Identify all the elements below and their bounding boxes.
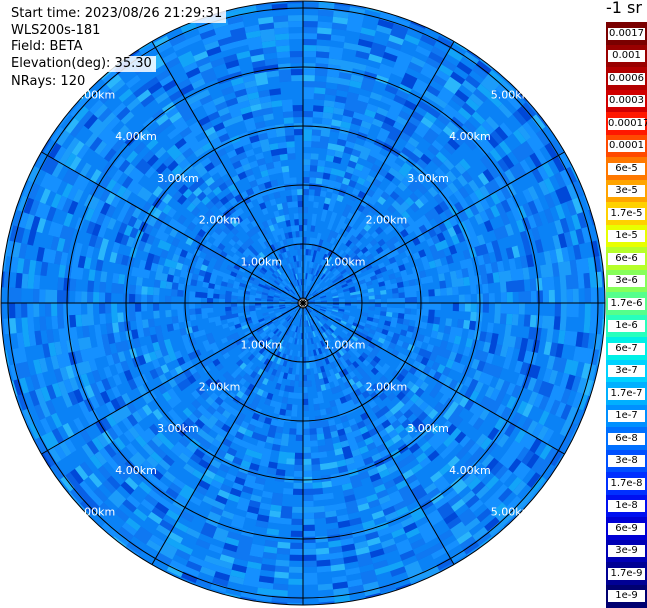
colorbar-tick-label: 1.7e-8: [608, 477, 645, 490]
colorbar-tick-label: 1e-8: [608, 500, 645, 512]
range-ring-label: 3.00km: [407, 422, 449, 435]
colorbar-cell: 0.001: [606, 44, 647, 68]
colorbar-cell: 6e-6: [606, 247, 647, 270]
range-ring-label: 3.00km: [407, 172, 449, 185]
colorbar-tick-label: 1e-6: [608, 320, 645, 332]
colorbar-cell: 0.0003: [606, 89, 647, 113]
colorbar-cell: 0.00017: [606, 112, 647, 135]
nrays-text: NRays: 120: [11, 74, 90, 91]
colorbar-tick-label: 1.7e-5: [608, 207, 645, 220]
range-ring-label: 4.00km: [115, 464, 157, 477]
colorbar-tick-label: 1e-5: [608, 230, 645, 242]
colorbar-tick-label: 1e-7: [608, 410, 645, 422]
range-ring-label: 2.00km: [366, 380, 408, 393]
colorbar-cell: 1e-5: [606, 224, 647, 248]
colorbar-tick-label: 0.0017: [608, 27, 645, 40]
range-ring-label: 3.00km: [157, 172, 199, 185]
beta-gates: [3, 7, 605, 605]
colorbar-cell: 3e-5: [606, 179, 647, 203]
range-ring-label: 5.00km: [491, 506, 533, 519]
colorbar-tick-label: 3e-7: [608, 365, 645, 377]
colorbar-unit-label: -1 sr: [606, 0, 642, 17]
range-ring-label: 1.00km: [241, 339, 283, 352]
colorbar: 0.0017 0.001 0.0006 0.0003 0.00017 0.0001 6e-5…: [606, 22, 647, 608]
colorbar-cell: 1e-7: [606, 404, 647, 428]
colorbar-tick-label: 1.7e-9: [608, 567, 645, 580]
colorbar-tick-label: 1.7e-7: [608, 387, 645, 400]
colorbar-tick-label: 6e-8: [608, 432, 645, 445]
colorbar-cell: 1.7e-9: [606, 562, 647, 585]
colorbar-cell: 6e-5: [606, 157, 647, 180]
colorbar-cell: 1.7e-8: [606, 472, 647, 495]
colorbar-cell: 1.7e-6: [606, 292, 647, 315]
colorbar-tick-label: 3e-5: [608, 185, 645, 197]
ppi-plot: 1.00km 1.00km 1.00km 1.00km 2.00km 2.00km 2.00…: [0, 0, 606, 606]
range-ring-label: 5.00km: [74, 506, 116, 519]
colorbar-tick-label: 0.00017: [608, 117, 647, 130]
range-ring-label: 4.00km: [449, 464, 491, 477]
colorbar-cell: 1.7e-7: [606, 382, 647, 405]
colorbar-tick-label: 0.0006: [608, 72, 645, 85]
field-name-text: Field: BETA: [11, 39, 87, 56]
range-ring-label: 4.00km: [449, 130, 491, 143]
colorbar-tick-label: 3e-8: [608, 455, 645, 467]
colorbar-tick-label: 1e-9: [608, 590, 645, 602]
colorbar-tick-label: 6e-5: [608, 162, 645, 175]
start-time-text: Start time: 2023/08/26 21:29:31: [11, 6, 227, 23]
range-ring-labels: 1.00km 1.00km 1.00km 1.00km 2.00km 2.00km 2.00…: [74, 88, 533, 518]
colorbar-cell: 1.7e-5: [606, 202, 647, 225]
colorbar-cell: 1e-8: [606, 494, 647, 518]
colorbar-cell: 3e-9: [606, 539, 647, 563]
colorbar-tick-label: 3e-6: [608, 275, 645, 287]
colorbar-cell: 3e-7: [606, 359, 647, 383]
range-ring-label: 1.00km: [324, 339, 366, 352]
colorbar-tick-label: 6e-9: [608, 522, 645, 535]
colorbar-cell: 3e-6: [606, 269, 647, 293]
range-rings-and-azimuth-lines: [0, 0, 606, 606]
colorbar-cell: 6e-9: [606, 517, 647, 540]
scan-info-panel: Start time: 2023/08/26 21:29:31 WLS200s-…: [0, 0, 227, 91]
colorbar-tick-label: 0.0001: [608, 140, 645, 152]
colorbar-tick-label: 6e-7: [608, 342, 645, 355]
colorbar-cell: 1e-9: [606, 584, 647, 608]
range-ring-label: 2.00km: [199, 214, 241, 227]
station-name-text: WLS200s-181: [11, 22, 105, 39]
colorbar-cell: 6e-7: [606, 337, 647, 360]
range-ring-label: 5.00km: [491, 88, 533, 101]
colorbar-cell: 0.0001: [606, 134, 647, 158]
elevation-text: Elevation(deg): 35.30: [11, 55, 156, 72]
azimuth-line: [151, 41, 455, 565]
beta-gates: [1, 1, 600, 603]
colorbar-tick-label: 3e-9: [608, 545, 645, 557]
range-ring-label: 5.00km: [74, 88, 116, 101]
colorbar-tick-label: 0.001: [608, 50, 645, 62]
colorbar-cell: 6e-8: [606, 427, 647, 450]
colorbar-cell: 3e-8: [606, 449, 647, 473]
colorbar-tick-label: 1.7e-6: [608, 297, 645, 310]
colorbar-cell: 0.0006: [606, 67, 647, 90]
range-ring-label: 2.00km: [366, 214, 408, 227]
range-ring-label: 3.00km: [157, 422, 199, 435]
colorbar-tick-label: 0.0003: [608, 95, 645, 107]
colorbar-cell: 0.0017: [606, 22, 647, 45]
colorbar-cell: 1e-6: [606, 314, 647, 338]
colorbar-tick-label: 6e-6: [608, 252, 645, 265]
range-ring-label: 4.00km: [115, 130, 157, 143]
range-ring-label: 1.00km: [241, 255, 283, 268]
range-ring-label: 2.00km: [199, 380, 241, 393]
range-ring-label: 1.00km: [324, 255, 366, 268]
